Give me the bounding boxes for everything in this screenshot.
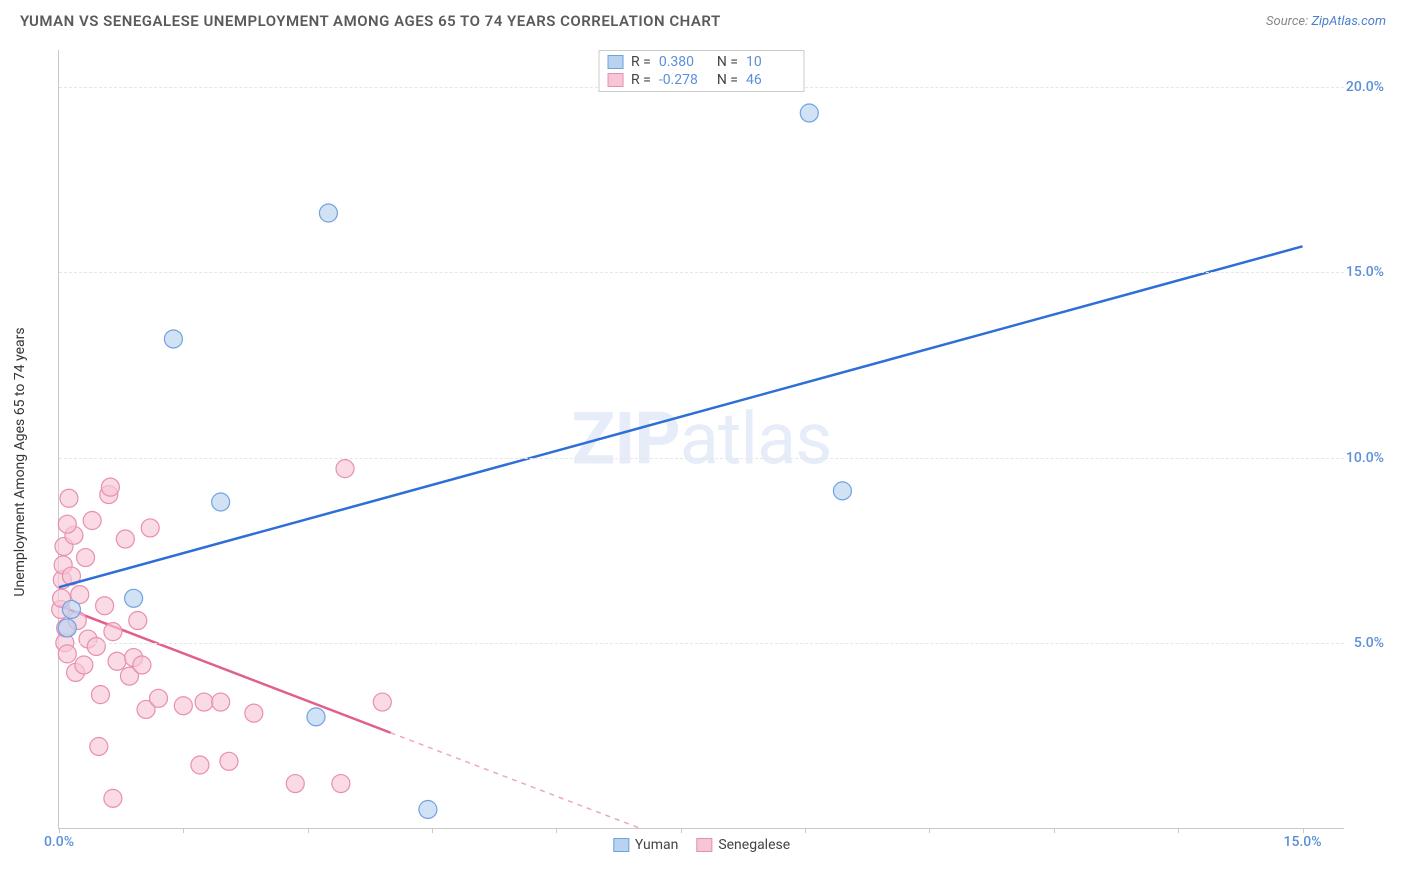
data-point-yuman <box>62 600 80 618</box>
source-link[interactable]: ZipAtlas.com <box>1311 14 1386 29</box>
data-point-senegalese <box>87 637 105 655</box>
data-point-yuman <box>307 708 325 726</box>
y-tick-label: 10.0% <box>1346 450 1384 466</box>
y-tick-label: 15.0% <box>1346 264 1384 280</box>
swatch-yuman-bottom <box>613 838 629 852</box>
y-axis-label: Unemployment Among Ages 65 to 74 years <box>12 327 28 596</box>
data-point-yuman <box>58 619 76 637</box>
x-tick <box>432 828 433 833</box>
data-point-senegalese <box>336 460 354 478</box>
x-tick-label: 15.0% <box>1284 834 1322 850</box>
plot-area: ZIPatlas R = 0.380 N = 10 R = -0.278 N =… <box>58 50 1344 829</box>
swatch-yuman <box>607 55 623 69</box>
data-point-senegalese <box>245 704 263 722</box>
data-point-senegalese <box>58 645 76 663</box>
data-point-senegalese <box>141 519 159 537</box>
data-point-yuman <box>212 493 230 511</box>
swatch-senegalese <box>607 73 623 87</box>
gridline <box>59 643 1344 644</box>
data-point-yuman <box>319 204 337 222</box>
legend-item-yuman: Yuman <box>613 837 678 853</box>
chart-source: Source: ZipAtlas.com <box>1266 14 1386 29</box>
data-point-senegalese <box>149 689 167 707</box>
data-point-senegalese <box>96 597 114 615</box>
data-point-senegalese <box>116 530 134 548</box>
data-point-senegalese <box>90 737 108 755</box>
data-point-senegalese <box>220 752 238 770</box>
data-point-senegalese <box>373 693 391 711</box>
data-point-yuman <box>125 589 143 607</box>
x-tick <box>1178 828 1179 833</box>
data-point-senegalese <box>83 512 101 530</box>
legend-item-senegalese: Senegalese <box>696 837 790 853</box>
legend-series: Yuman Senegalese <box>613 837 790 853</box>
data-point-senegalese <box>191 756 209 774</box>
y-tick-label: 5.0% <box>1354 635 1384 651</box>
x-tick-label: 0.0% <box>44 834 74 850</box>
x-tick <box>1303 828 1304 833</box>
trend-line-yuman <box>59 246 1303 587</box>
data-point-senegalese <box>195 693 213 711</box>
data-point-senegalese <box>77 549 95 567</box>
data-point-senegalese <box>108 652 126 670</box>
swatch-senegalese-bottom <box>696 838 712 852</box>
data-point-yuman <box>164 330 182 348</box>
data-point-yuman <box>833 482 851 500</box>
legend-row-yuman: R = 0.380 N = 10 <box>607 53 796 71</box>
data-point-senegalese <box>101 478 119 496</box>
plot-svg <box>59 50 1344 828</box>
gridline <box>59 458 1344 459</box>
data-point-senegalese <box>60 489 78 507</box>
data-point-senegalese <box>332 775 350 793</box>
data-point-senegalese <box>104 623 122 641</box>
x-tick <box>681 828 682 833</box>
data-point-yuman <box>419 800 437 818</box>
data-point-senegalese <box>75 656 93 674</box>
chart-title: YUMAN VS SENEGALESE UNEMPLOYMENT AMONG A… <box>20 12 721 30</box>
chart-header: YUMAN VS SENEGALESE UNEMPLOYMENT AMONG A… <box>0 0 1406 38</box>
x-tick <box>308 828 309 833</box>
x-tick <box>1054 828 1055 833</box>
data-point-senegalese <box>212 693 230 711</box>
legend-correlation: R = 0.380 N = 10 R = -0.278 N = 46 <box>598 50 805 92</box>
legend-row-senegalese: R = -0.278 N = 46 <box>607 71 796 89</box>
x-tick <box>183 828 184 833</box>
x-tick <box>556 828 557 833</box>
data-point-senegalese <box>133 656 151 674</box>
x-tick <box>805 828 806 833</box>
data-point-senegalese <box>91 686 109 704</box>
data-point-yuman <box>800 104 818 122</box>
data-point-senegalese <box>129 612 147 630</box>
data-point-senegalese <box>286 775 304 793</box>
data-point-senegalese <box>174 697 192 715</box>
gridline <box>59 272 1344 273</box>
x-tick <box>929 828 930 833</box>
data-point-senegalese <box>58 515 76 533</box>
y-tick-label: 20.0% <box>1346 79 1384 95</box>
chart-container: Unemployment Among Ages 65 to 74 years Z… <box>48 50 1386 857</box>
x-tick <box>59 828 60 833</box>
data-point-senegalese <box>104 789 122 807</box>
